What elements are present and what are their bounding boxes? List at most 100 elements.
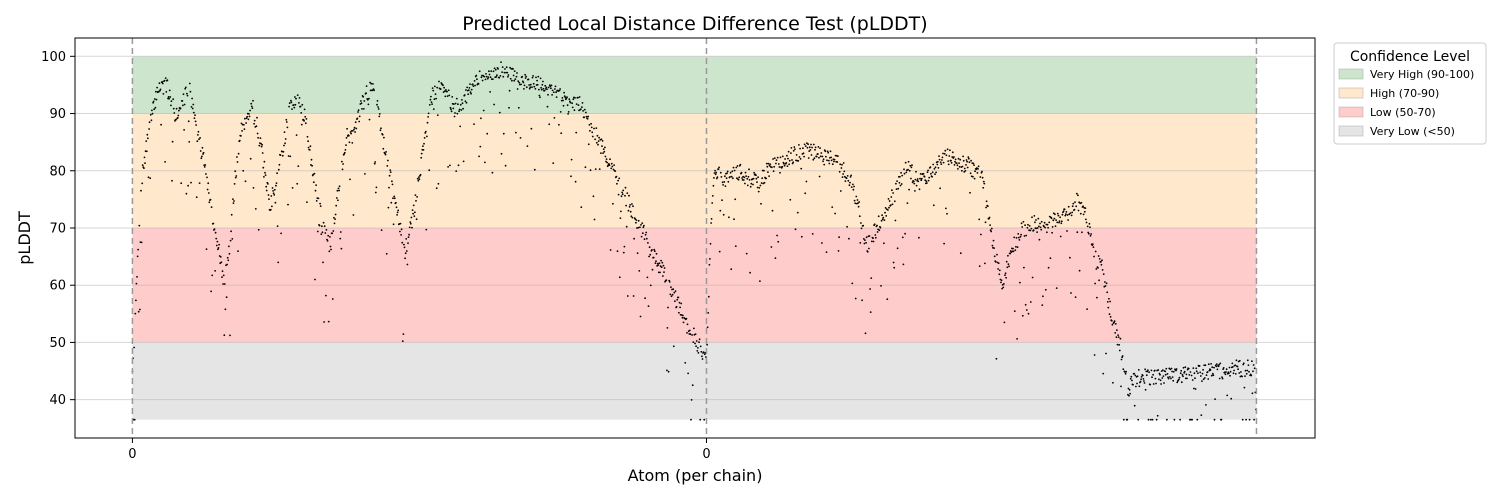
data-point — [692, 341, 695, 343]
data-point — [273, 188, 276, 191]
data-point — [1220, 418, 1223, 421]
data-point — [152, 101, 155, 104]
data-point — [726, 172, 728, 175]
data-point — [545, 86, 548, 89]
data-point — [824, 150, 827, 153]
data-point — [155, 90, 157, 93]
data-point — [385, 252, 388, 255]
data-point — [137, 248, 140, 251]
data-point — [932, 204, 935, 207]
data-point — [810, 154, 813, 156]
data-point — [827, 151, 830, 154]
data-point — [1182, 375, 1184, 378]
data-point — [779, 171, 781, 174]
data-point — [234, 176, 237, 179]
confidence-band-0 — [132, 56, 1257, 114]
data-point — [1120, 358, 1123, 361]
data-point — [173, 112, 176, 114]
data-point — [195, 196, 198, 199]
data-point — [436, 114, 439, 116]
grid-lines — [75, 55, 1315, 401]
data-point — [843, 170, 846, 173]
data-point — [946, 212, 948, 215]
data-point — [390, 201, 393, 204]
data-point — [553, 117, 556, 119]
data-point — [322, 221, 325, 224]
data-point — [645, 237, 648, 240]
data-point — [794, 148, 796, 151]
data-point — [964, 170, 967, 172]
data-point — [1047, 266, 1050, 269]
data-point — [962, 155, 964, 158]
data-point — [792, 161, 795, 164]
data-point — [685, 317, 688, 320]
data-point — [465, 101, 468, 104]
data-point — [471, 83, 474, 86]
data-point — [347, 134, 350, 137]
data-point — [1017, 236, 1020, 239]
data-point — [621, 191, 623, 194]
data-point — [143, 167, 145, 170]
data-point — [826, 159, 828, 162]
data-point — [870, 240, 873, 243]
data-point — [1093, 255, 1095, 258]
data-point — [203, 166, 206, 168]
data-point — [718, 250, 721, 253]
data-point — [1004, 274, 1006, 276]
data-point — [400, 234, 402, 236]
data-point — [292, 104, 295, 106]
data-point — [877, 215, 880, 218]
data-point — [1214, 398, 1216, 400]
data-point — [786, 154, 788, 157]
data-point — [643, 224, 645, 227]
data-point — [521, 75, 524, 78]
data-point — [990, 227, 993, 230]
data-point — [1175, 369, 1177, 372]
data-point — [426, 135, 428, 138]
data-point — [920, 179, 923, 182]
data-point — [361, 108, 363, 110]
data-point — [920, 177, 923, 180]
data-point — [304, 122, 307, 125]
data-point — [963, 167, 966, 170]
data-point — [1210, 363, 1212, 365]
data-point — [501, 71, 503, 73]
data-point — [969, 191, 971, 194]
data-point — [1070, 292, 1072, 294]
data-point — [1104, 285, 1107, 287]
legend-label-1: High (70-90) — [1370, 87, 1439, 100]
data-point — [265, 185, 268, 188]
data-point — [252, 99, 254, 102]
data-point — [534, 87, 537, 90]
data-point — [865, 241, 867, 244]
data-point — [1110, 319, 1113, 322]
data-point — [1097, 267, 1099, 269]
data-point — [768, 175, 770, 178]
data-point — [1053, 217, 1056, 220]
data-point — [719, 171, 722, 174]
data-point — [1240, 371, 1242, 373]
data-point — [393, 197, 396, 200]
data-point — [1179, 418, 1181, 421]
data-point — [537, 75, 540, 78]
plot-frame — [74, 37, 1316, 439]
data-point — [184, 86, 187, 89]
data-point — [703, 353, 706, 356]
data-point — [325, 229, 328, 231]
data-point — [562, 99, 564, 102]
data-point — [779, 156, 782, 159]
data-point — [585, 115, 588, 118]
data-point — [271, 205, 273, 208]
data-point — [1161, 377, 1164, 379]
data-point — [929, 166, 932, 169]
y-tick-label-6: 100 — [41, 50, 66, 65]
data-point — [447, 166, 449, 168]
chart-title: Predicted Local Distance Difference Test… — [462, 13, 927, 35]
data-point — [855, 195, 858, 198]
data-point — [1233, 369, 1235, 372]
data-point — [319, 202, 321, 205]
data-point — [640, 235, 643, 238]
data-point — [715, 171, 718, 174]
data-point — [826, 150, 829, 153]
data-point — [157, 90, 160, 93]
